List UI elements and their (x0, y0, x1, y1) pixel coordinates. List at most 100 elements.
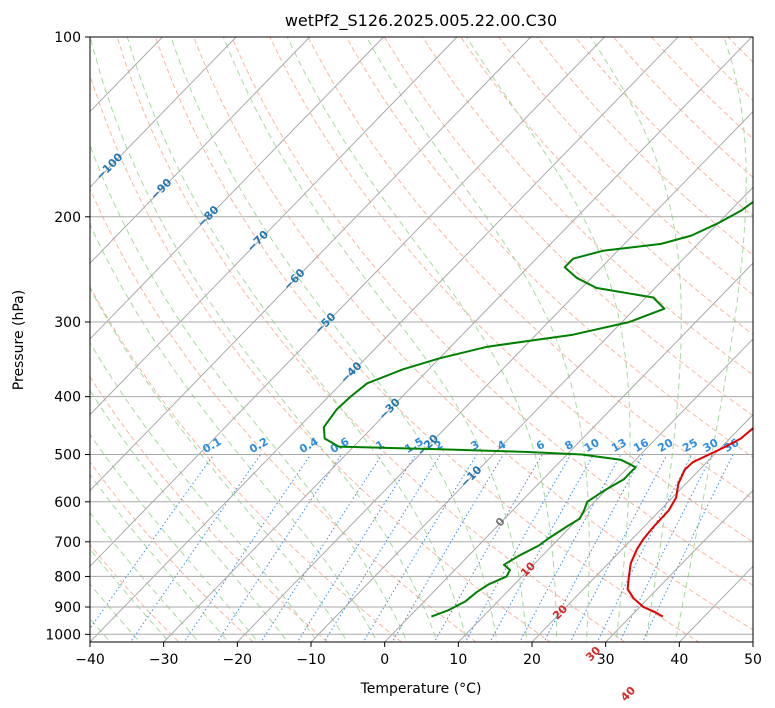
dry-adiabat-line (612, 37, 753, 178)
x-tick-label: 40 (670, 652, 688, 668)
y-tick-label: 900 (54, 600, 81, 616)
mixing-ratio-line (519, 454, 622, 642)
mixing-ratio-label: 6 (534, 438, 547, 453)
x-tick-label: 20 (523, 652, 541, 668)
mixing-ratio-line (391, 454, 504, 642)
dry-adiabat-line (90, 187, 477, 642)
dry-adiabat-line (422, 37, 753, 376)
mixing-ratio-label: 0.4 (297, 435, 321, 456)
dry-adiabat-line (498, 37, 753, 296)
moist-adiabat-line (126, 37, 468, 642)
y-axis-label: Pressure (hPa) (11, 290, 27, 390)
isotherm-label: 40 (618, 684, 638, 704)
isotherm-line (384, 262, 753, 642)
moist-adiabat-line (90, 511, 200, 642)
x-tick-label: −20 (223, 652, 253, 668)
mixing-ratio-label: 20 (656, 436, 676, 455)
isotherm-line (310, 186, 753, 642)
isotherm-line (90, 37, 606, 568)
moist-adiabat-line (90, 341, 319, 642)
mixing-ratio-line (129, 454, 262, 642)
dry-adiabat-line (345, 37, 753, 458)
moist-adiabat-line (366, 37, 590, 642)
mixing-ratio-line (323, 454, 442, 642)
mixing-ratio-label: 30 (701, 436, 721, 455)
isotherm-line (531, 413, 753, 642)
dry-adiabat-line (90, 73, 552, 642)
moist-adiabat-line (170, 37, 498, 642)
mixing-ratio-line (90, 454, 215, 630)
mixing-ratio-label: 25 (680, 436, 700, 455)
x-tick-label: 30 (597, 652, 615, 668)
moist-adiabat-line (90, 37, 438, 642)
temperature-profile-line (626, 426, 753, 618)
isotherm-line (605, 489, 753, 642)
isotherm-line (90, 37, 532, 492)
moist-adiabat-line (90, 433, 259, 642)
mixing-ratio-line (543, 454, 644, 642)
x-tick-label: −10 (296, 652, 326, 668)
isotherm-line (90, 37, 458, 416)
mixing-ratio-line (216, 454, 342, 642)
isotherm-line (90, 37, 679, 642)
dry-adiabat-line (307, 37, 753, 500)
y-axis-ticks: 100 200 300 400 500 600 700 800 900 1000 (45, 30, 90, 643)
dry-adiabat-line (90, 461, 254, 642)
isotherm-line (90, 37, 237, 188)
mixing-ratio-line (596, 454, 693, 642)
dry-adiabat-line (116, 37, 626, 642)
mixing-ratio-line (260, 454, 383, 642)
sounding-series (322, 200, 753, 618)
x-axis-ticks: −40 −30 −20 −10 0 10 20 30 40 50 (75, 642, 762, 668)
dry-adiabat-line (90, 285, 403, 642)
x-axis-label: Temperature (°C) (360, 681, 482, 697)
x-tick-label: 0 (380, 652, 389, 668)
y-tick-label: 300 (54, 315, 81, 331)
mixing-ratio-line (296, 454, 417, 642)
moist-adiabat-line (465, 37, 631, 642)
y-tick-label: 800 (54, 569, 81, 585)
y-tick-label: 700 (54, 535, 81, 551)
moist-adiabat-line (90, 583, 141, 642)
x-tick-label: −30 (149, 652, 179, 668)
mixing-ratio-line (489, 454, 594, 642)
dry-adiabat-line (90, 375, 329, 642)
mixing-ratio-label: 16 (631, 436, 651, 455)
chart-title: wetPf2_S126.2025.005.22.00.C30 (285, 11, 557, 31)
moist-adiabat-line (90, 223, 378, 642)
mixing-ratio-line (569, 454, 668, 642)
dry-adiabat-line (574, 37, 753, 217)
dry-adiabat-line (651, 37, 753, 140)
y-tick-label: 1000 (45, 627, 81, 643)
moist-adiabat-line (90, 287, 348, 642)
mixing-ratio-label: 8 (562, 438, 575, 453)
y-tick-label: 400 (54, 390, 81, 406)
x-tick-label: 10 (449, 652, 467, 668)
y-tick-label: 200 (54, 210, 81, 226)
isotherm-line (236, 110, 753, 642)
dry-adiabat-line (727, 37, 753, 63)
isotherm-line (90, 37, 311, 264)
isotherm-line (457, 338, 753, 642)
y-tick-label: 100 (54, 30, 81, 46)
moist-adiabat-line (286, 37, 558, 642)
isotherm-line (163, 37, 753, 642)
isotherm-line (90, 37, 385, 340)
mixing-ratio-label: 1 (374, 438, 387, 453)
dewpoint-profile-line (322, 200, 753, 618)
dry-adiabat-line (231, 37, 753, 587)
dry-adiabat-line (689, 37, 753, 102)
y-tick-label: 600 (54, 495, 81, 511)
moist-adiabat-line (674, 37, 747, 642)
moist-adiabat-line (90, 548, 170, 642)
y-tick-label: 500 (54, 448, 81, 464)
plot-frame (89, 36, 754, 643)
dry-adiabat-line (154, 37, 700, 642)
x-tick-label: −40 (75, 652, 105, 668)
dry-adiabat-line (90, 544, 180, 642)
dry-adiabat-line (766, 37, 775, 647)
isotherm-line (752, 641, 753, 642)
dry-adiabat-line (460, 37, 753, 336)
moist-adiabat-line (90, 389, 289, 642)
